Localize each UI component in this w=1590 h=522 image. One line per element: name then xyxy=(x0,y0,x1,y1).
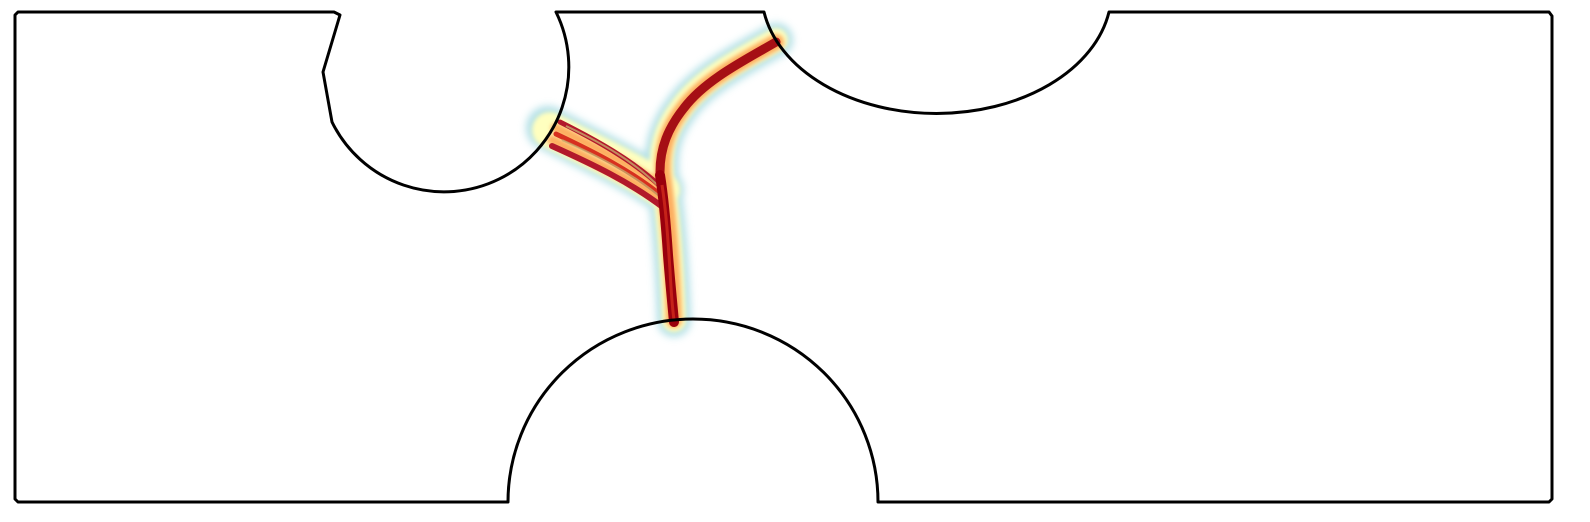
specimen-outline xyxy=(13,10,1554,504)
damage-field xyxy=(526,23,793,337)
crack-upper-branch xyxy=(655,37,781,177)
crack-left-branch xyxy=(549,119,667,211)
